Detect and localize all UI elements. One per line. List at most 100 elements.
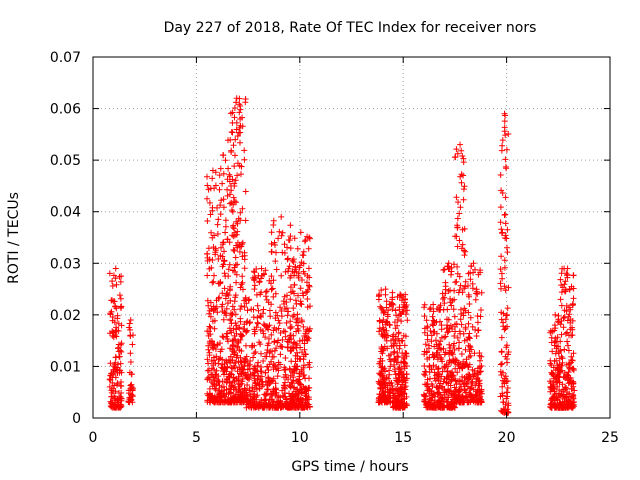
data-point [278, 308, 285, 314]
data-point [378, 394, 385, 401]
data-point [229, 311, 236, 318]
data-point [204, 250, 211, 257]
data-point [564, 338, 571, 345]
data-point [400, 332, 407, 339]
data-point [215, 256, 222, 262]
grid-layer [93, 57, 610, 418]
data-point [239, 366, 246, 373]
x-tick-label: 0 [89, 430, 98, 446]
data-point [429, 321, 436, 328]
data-point [277, 343, 284, 350]
data-point [285, 339, 292, 346]
data-point [237, 318, 244, 325]
data-point [394, 293, 401, 300]
data-point [232, 177, 239, 184]
x-tick-label: 10 [291, 430, 309, 446]
data-point [302, 401, 308, 408]
data-point [294, 349, 300, 356]
data-point [111, 319, 118, 326]
data-point [225, 356, 232, 363]
x-axis-label: GPS time / hours [291, 459, 408, 475]
data-point [225, 373, 232, 380]
data-point [238, 281, 245, 288]
data-point [451, 403, 458, 410]
data-point [390, 404, 397, 411]
data-point [465, 374, 472, 381]
data-point [442, 290, 449, 297]
data-point [110, 298, 117, 305]
data-point [218, 364, 225, 371]
data-point [284, 244, 290, 251]
data-point [112, 265, 119, 272]
data-point [380, 310, 387, 316]
data-point [477, 357, 483, 364]
data-point [230, 225, 237, 232]
data-point [244, 318, 251, 325]
data-point [464, 399, 471, 406]
data-point [232, 359, 239, 366]
data-point [224, 176, 231, 183]
data-point [473, 378, 480, 385]
data-point [116, 390, 122, 396]
data-point [478, 363, 485, 369]
data-point [243, 353, 250, 360]
data-point [306, 375, 312, 382]
data-point [386, 379, 393, 386]
data-point [456, 210, 463, 217]
data-point [206, 310, 213, 317]
data-point [234, 133, 241, 139]
data-point [290, 377, 297, 384]
data-point [383, 374, 390, 381]
data-point [226, 191, 233, 198]
data-point [402, 296, 408, 302]
data-point [236, 241, 243, 248]
data-point [454, 150, 461, 157]
data-point [473, 392, 480, 398]
data-point [228, 364, 235, 371]
y-tick-label: 0.01 [50, 359, 81, 375]
data-point [447, 404, 453, 411]
data-point [234, 220, 241, 227]
data-point [277, 330, 284, 336]
data-point [445, 380, 452, 387]
data-point [464, 336, 471, 343]
data-point [430, 390, 437, 396]
data-point [396, 304, 403, 311]
data-point [237, 209, 244, 216]
data-point [469, 285, 476, 292]
data-point [460, 186, 467, 193]
data-point [117, 403, 123, 410]
data-point [128, 391, 134, 398]
data-point [126, 324, 133, 331]
data-point [254, 314, 261, 321]
data-point [266, 307, 273, 314]
data-point [431, 393, 438, 400]
data-point [401, 303, 408, 310]
data-point [204, 195, 210, 202]
data-point [215, 295, 222, 302]
data-point [270, 353, 277, 360]
data-point [447, 287, 454, 294]
data-point [376, 325, 383, 332]
data-point [206, 352, 213, 359]
data-point [565, 361, 572, 368]
data-point [462, 278, 469, 285]
data-point [454, 224, 461, 231]
data-point [565, 347, 572, 354]
data-point [504, 305, 511, 312]
data-point [430, 308, 437, 315]
data-point [444, 306, 451, 313]
data-point [570, 295, 577, 302]
data-point [218, 346, 225, 353]
data-point [212, 245, 219, 252]
data-point [396, 371, 403, 378]
data-point [206, 374, 212, 381]
data-point [212, 360, 219, 367]
data-point [277, 351, 284, 358]
data-point [242, 356, 249, 363]
data-point [306, 235, 313, 242]
data-point [552, 311, 559, 318]
data-point [270, 293, 277, 300]
data-point [229, 303, 236, 310]
data-point [272, 258, 279, 265]
